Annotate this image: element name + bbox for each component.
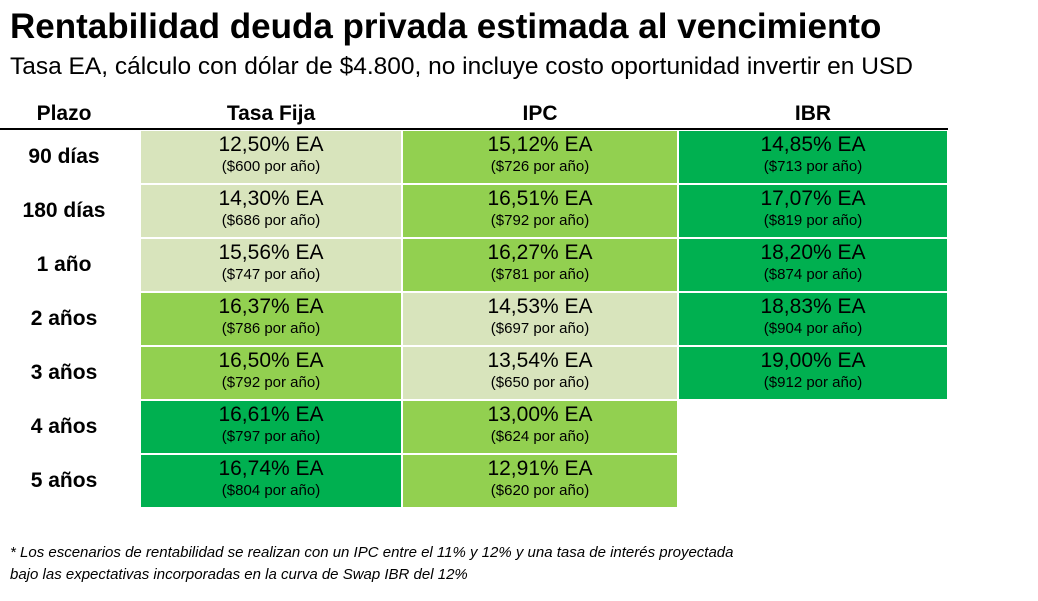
annual-amount: ($904 por año) — [763, 320, 863, 337]
annual-amount: ($797 por año) — [221, 428, 321, 445]
row-label-plazo: 90 días — [28, 145, 100, 168]
rate-value: 16,51% EA — [487, 187, 593, 210]
header-tasa-fija: Tasa Fija — [226, 102, 316, 125]
cell-ibr: 14,85% EA ($713 por año) — [679, 131, 947, 183]
page-subtitle: Tasa EA, cálculo con dólar de $4.800, no… — [10, 53, 913, 80]
rate-value: 14,85% EA — [760, 133, 866, 156]
rate-value: 17,07% EA — [760, 187, 866, 210]
cell-ipc: 16,27% EA ($781 por año) — [403, 239, 677, 291]
row-label-plazo: 1 año — [36, 253, 92, 276]
row-label-plazo: 5 años — [30, 469, 98, 492]
annual-amount: ($650 por año) — [490, 374, 590, 391]
rate-value: 16,50% EA — [218, 349, 324, 372]
cell-fija: 12,50% EA ($600 por año) — [141, 131, 401, 183]
rate-value: 19,00% EA — [760, 349, 866, 372]
cell-ipc: 13,00% EA ($624 por año) — [403, 401, 677, 453]
annual-amount: ($874 por año) — [763, 266, 863, 283]
annual-amount: ($726 por año) — [490, 158, 590, 175]
annual-amount: ($600 por año) — [221, 158, 321, 175]
footnote-line-2: bajo las expectativas incorporadas en la… — [10, 566, 468, 583]
row-label-plazo: 180 días — [22, 199, 106, 222]
annual-amount: ($747 por año) — [221, 266, 321, 283]
cell-ipc: 16,51% EA ($792 por año) — [403, 185, 677, 237]
row-label-plazo: 3 años — [30, 361, 98, 384]
cell-ipc: 15,12% EA ($726 por año) — [403, 131, 677, 183]
cell-ibr: 19,00% EA ($912 por año) — [679, 347, 947, 399]
cell-fija: 16,74% EA ($804 por año) — [141, 455, 401, 507]
rate-value: 16,61% EA — [218, 403, 324, 426]
annual-amount: ($804 por año) — [221, 482, 321, 499]
rate-value: 18,83% EA — [760, 295, 866, 318]
rate-value: 14,53% EA — [487, 295, 593, 318]
cell-fija: 14,30% EA ($686 por año) — [141, 185, 401, 237]
cell-fija: 15,56% EA ($747 por año) — [141, 239, 401, 291]
rate-value: 16,74% EA — [218, 457, 324, 480]
annual-amount: ($781 por año) — [490, 266, 590, 283]
annual-amount: ($624 por año) — [490, 428, 590, 445]
annual-amount: ($792 por año) — [490, 212, 590, 229]
footnote: * Los escenarios de rentabilidad se real… — [10, 542, 1020, 586]
rate-value: 13,54% EA — [487, 349, 593, 372]
cell-ibr: 18,20% EA ($874 por año) — [679, 239, 947, 291]
cell-ibr: 18,83% EA ($904 por año) — [679, 293, 947, 345]
annual-amount: ($620 por año) — [490, 482, 590, 499]
rate-value: 12,91% EA — [487, 457, 593, 480]
annual-amount: ($912 por año) — [763, 374, 863, 391]
header-plazo: Plazo — [36, 102, 92, 125]
rate-value: 12,50% EA — [218, 133, 324, 156]
annual-amount: ($713 por año) — [763, 158, 863, 175]
cell-ibr: 17,07% EA ($819 por año) — [679, 185, 947, 237]
annual-amount: ($792 por año) — [221, 374, 321, 391]
cell-fija: 16,61% EA ($797 por año) — [141, 401, 401, 453]
header-ipc: IPC — [522, 102, 558, 125]
annual-amount: ($786 por año) — [221, 320, 321, 337]
header-divider — [0, 128, 948, 130]
rate-value: 15,12% EA — [487, 133, 593, 156]
rate-value: 13,00% EA — [487, 403, 593, 426]
rate-value: 16,27% EA — [487, 241, 593, 264]
cell-fija: 16,37% EA ($786 por año) — [141, 293, 401, 345]
page-title: Rentabilidad deuda privada estimada al v… — [10, 7, 882, 46]
footnote-line-1: * Los escenarios de rentabilidad se real… — [10, 544, 734, 561]
rate-value: 18,20% EA — [760, 241, 866, 264]
rate-value: 14,30% EA — [218, 187, 324, 210]
cell-ipc: 14,53% EA ($697 por año) — [403, 293, 677, 345]
rate-value: 16,37% EA — [218, 295, 324, 318]
cell-fija: 16,50% EA ($792 por año) — [141, 347, 401, 399]
header-ibr: IBR — [794, 102, 832, 125]
row-label-plazo: 2 años — [30, 307, 98, 330]
cell-ipc: 12,91% EA ($620 por año) — [403, 455, 677, 507]
row-label-plazo: 4 años — [30, 415, 98, 438]
rate-value: 15,56% EA — [218, 241, 324, 264]
annual-amount: ($819 por año) — [763, 212, 863, 229]
annual-amount: ($697 por año) — [490, 320, 590, 337]
annual-amount: ($686 por año) — [221, 212, 321, 229]
cell-ipc: 13,54% EA ($650 por año) — [403, 347, 677, 399]
